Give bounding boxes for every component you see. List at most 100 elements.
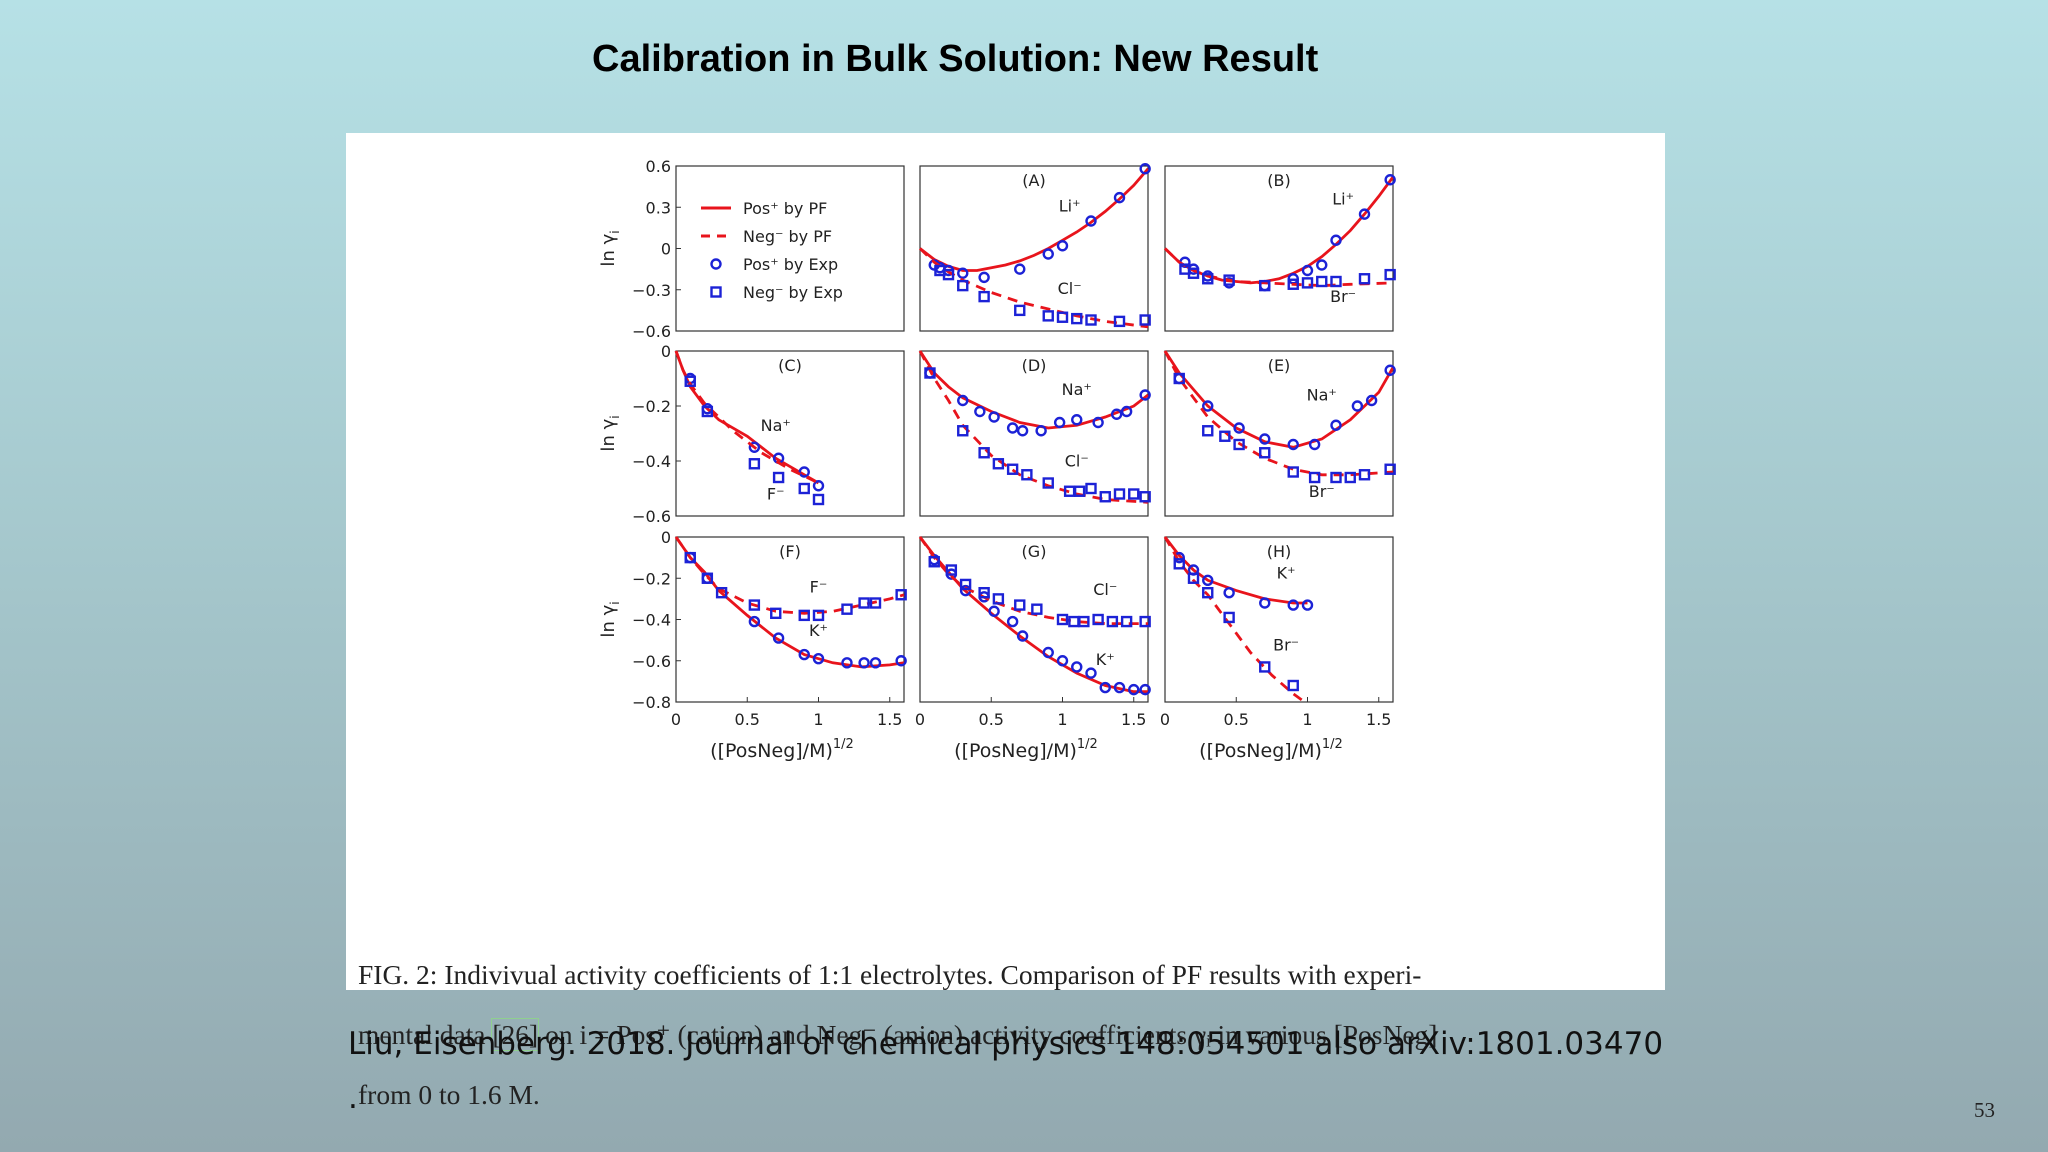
- neg-exp-point: [684, 375, 696, 387]
- pos-exp-point: [1316, 259, 1328, 271]
- neg-exp-point: [942, 268, 955, 281]
- pos-exp-point: [1233, 422, 1245, 434]
- y-tick-label: −0.6: [632, 322, 671, 341]
- neg-exp-point: [1042, 310, 1054, 322]
- neg-exp-point: [895, 589, 907, 601]
- pos-exp-point: [1139, 163, 1151, 175]
- pos-exp-point: [1139, 683, 1151, 696]
- pos-exp-point: [1016, 630, 1029, 642]
- pos-exp-point: [1301, 599, 1314, 611]
- reference-link[interactable]: [26]: [491, 1018, 540, 1051]
- panel-frame-f: [675, 536, 905, 703]
- y-tick-label: 0: [661, 240, 671, 259]
- legend-square-marker: [710, 286, 722, 298]
- caption-line-3: from 0 to 1.6 M.: [358, 1079, 540, 1110]
- x-tick-label: 1.5: [877, 710, 902, 729]
- pos-exp-point: [1085, 667, 1097, 679]
- ion-label: K⁺: [1096, 650, 1115, 669]
- neg-exp-point: [1014, 304, 1026, 317]
- neg-exp-point: [770, 607, 782, 620]
- neg-exp-point: [1187, 267, 1200, 279]
- y-tick-label: −0.3: [632, 281, 671, 300]
- neg-exp-point: [772, 471, 785, 484]
- y-tick-label: −0.2: [632, 569, 671, 588]
- neg-exp-point: [715, 586, 728, 599]
- ion-label: K⁺: [809, 621, 828, 640]
- neg-exp-point: [1202, 586, 1214, 599]
- pos-exp-point: [1016, 425, 1029, 437]
- citation-trailing-dot: .: [348, 1080, 358, 1116]
- pos-exp-point: [1056, 655, 1069, 667]
- neg-exp-point: [978, 447, 990, 459]
- x-tick-label: 1.5: [1121, 710, 1146, 729]
- neg-exp-point: [812, 493, 825, 506]
- pos-exp-point: [1173, 551, 1185, 564]
- y-axis-label: ln γi: [598, 230, 622, 266]
- pos-exp-point: [798, 648, 810, 661]
- neg-exp-point: [1202, 425, 1214, 437]
- panel-label: (E): [1268, 356, 1291, 375]
- neg-exp-point: [959, 578, 972, 591]
- panel-frame-legend-row: [675, 165, 905, 332]
- ion-label: Na⁺: [1062, 380, 1092, 399]
- ion-label: Li⁺: [1332, 190, 1354, 209]
- pos-exp-point: [1223, 586, 1235, 599]
- y-tick-label: −0.2: [632, 397, 671, 416]
- neg-exp-point: [978, 586, 990, 599]
- pos-exp-point: [869, 657, 882, 669]
- pos-exp-point: [1071, 414, 1083, 426]
- neg-exp-point: [992, 458, 1005, 470]
- neg-exp-point: [1301, 277, 1314, 289]
- pos-exp-point: [1006, 422, 1019, 434]
- neg-model-line-e: [1163, 350, 1394, 477]
- ion-label: Cl⁻: [1093, 580, 1117, 599]
- neg-exp-point: [1031, 603, 1043, 615]
- y-tick-label: 0.6: [646, 157, 671, 176]
- neg-exp-point: [1113, 315, 1126, 328]
- pos-exp-point: [1330, 419, 1342, 431]
- neg-exp-point: [748, 599, 761, 611]
- neg-exp-point: [1014, 599, 1026, 611]
- pos-exp-point: [1113, 191, 1126, 204]
- ion-label: F⁻: [810, 578, 828, 597]
- pos-exp-point: [858, 657, 870, 669]
- neg-exp-point: [1173, 372, 1185, 385]
- legend-circle-marker: [710, 258, 722, 270]
- neg-exp-point: [1173, 558, 1185, 570]
- pos-exp-point: [1056, 240, 1069, 252]
- pos-exp-point: [1384, 174, 1396, 186]
- neg-exp-point: [1384, 463, 1396, 475]
- y-tick-label: 0: [661, 528, 671, 547]
- pos-exp-point: [798, 466, 810, 478]
- ion-label: Br⁻: [1273, 635, 1299, 654]
- neg-exp-point: [1259, 661, 1271, 673]
- y-tick-label: 0.3: [646, 198, 671, 217]
- page-number: 53: [1974, 1098, 1995, 1122]
- neg-exp-point: [1330, 471, 1342, 484]
- neg-exp-point: [978, 290, 990, 303]
- caption-line-2-pre: mental data: [358, 1019, 493, 1050]
- neg-exp-point: [1085, 314, 1097, 326]
- pos-exp-point: [1259, 597, 1271, 609]
- pos-exp-point: [1035, 425, 1047, 437]
- pos-exp-point: [1120, 405, 1133, 418]
- x-axis-label: ([PosNeg]/M)1/2: [954, 737, 1098, 762]
- neg-model-line-c: [674, 350, 820, 485]
- neg-exp-point: [1120, 615, 1133, 628]
- ion-label: Li⁺: [1059, 196, 1081, 215]
- slide-title: Calibration in Bulk Solution: New Result: [592, 38, 1319, 80]
- pos-exp-point: [748, 441, 761, 453]
- y-axis-label: ln γi: [598, 601, 622, 637]
- neg-exp-point: [1202, 273, 1214, 285]
- pos-exp-point: [957, 394, 969, 407]
- neg-exp-point: [701, 572, 714, 584]
- pos-exp-point: [748, 615, 761, 628]
- pos-model-line-a: [919, 167, 1150, 272]
- neg-exp-point: [701, 405, 714, 418]
- pos-exp-point: [974, 405, 986, 418]
- neg-exp-point: [1358, 469, 1371, 481]
- pos-exp-point: [841, 657, 853, 669]
- neg-exp-point: [1219, 430, 1231, 442]
- pos-exp-point: [1006, 615, 1019, 628]
- neg-exp-point: [1113, 488, 1126, 500]
